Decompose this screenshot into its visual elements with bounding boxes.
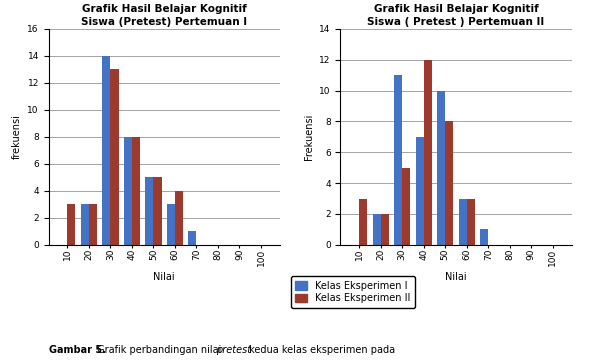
- X-axis label: Nilai: Nilai: [445, 272, 467, 282]
- Bar: [67, 204, 75, 245]
- Bar: [123, 137, 132, 245]
- Bar: [424, 60, 432, 245]
- Bar: [415, 137, 424, 245]
- Legend: Kelas Eksperimen I, Kelas Eksperimen II: Kelas Eksperimen I, Kelas Eksperimen II: [291, 276, 415, 308]
- Bar: [359, 198, 367, 245]
- Bar: [81, 204, 89, 245]
- Bar: [102, 56, 111, 245]
- Bar: [132, 137, 140, 245]
- Text: Grafik perbandingan nilai: Grafik perbandingan nilai: [94, 345, 225, 355]
- Bar: [480, 229, 488, 245]
- Text: kedua kelas eksperimen pada: kedua kelas eksperimen pada: [246, 345, 395, 355]
- Bar: [167, 204, 175, 245]
- Title: Grafik Hasil Belajar Kognitif
Siswa ( Pretest ) Pertemuan II: Grafik Hasil Belajar Kognitif Siswa ( Pr…: [367, 4, 545, 27]
- Y-axis label: frekuensi: frekuensi: [12, 114, 22, 159]
- Bar: [188, 231, 196, 245]
- Bar: [445, 121, 454, 245]
- Bar: [145, 177, 153, 245]
- Bar: [458, 198, 467, 245]
- Title: Grafik Hasil Belajar Kognitif
Siswa (Pretest) Pertemuan I: Grafik Hasil Belajar Kognitif Siswa (Pre…: [81, 4, 247, 27]
- Bar: [402, 168, 410, 245]
- Bar: [437, 90, 445, 245]
- Bar: [89, 204, 97, 245]
- Bar: [373, 214, 381, 245]
- Text: pretest: pretest: [216, 345, 251, 355]
- X-axis label: Nilai: Nilai: [153, 272, 175, 282]
- Bar: [381, 214, 389, 245]
- Bar: [175, 191, 183, 245]
- Bar: [153, 177, 162, 245]
- Bar: [394, 75, 402, 245]
- Text: Gambar 5.: Gambar 5.: [49, 345, 106, 355]
- Y-axis label: Frekuensi: Frekuensi: [304, 114, 314, 160]
- Bar: [467, 198, 475, 245]
- Bar: [111, 69, 119, 245]
